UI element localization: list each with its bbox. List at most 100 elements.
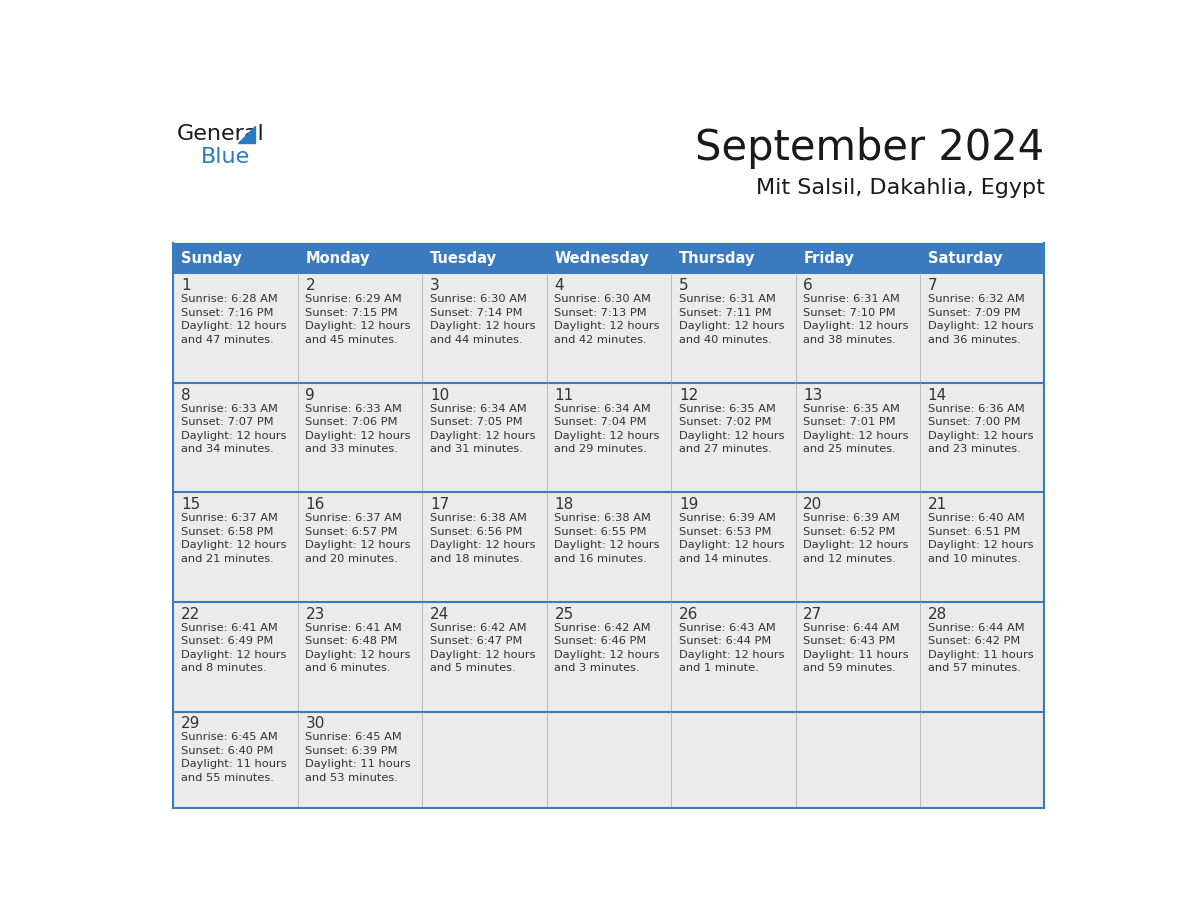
Text: Sunrise: 6:30 AM: Sunrise: 6:30 AM bbox=[430, 294, 526, 304]
Text: Mit Salsil, Dakahlia, Egypt: Mit Salsil, Dakahlia, Egypt bbox=[756, 178, 1044, 198]
Text: Sunset: 7:06 PM: Sunset: 7:06 PM bbox=[305, 417, 398, 427]
Text: Daylight: 12 hours: Daylight: 12 hours bbox=[555, 540, 659, 550]
Text: Daylight: 12 hours: Daylight: 12 hours bbox=[305, 321, 411, 331]
Text: 9: 9 bbox=[305, 387, 315, 403]
Text: 20: 20 bbox=[803, 498, 822, 512]
Text: 27: 27 bbox=[803, 607, 822, 621]
Text: Daylight: 12 hours: Daylight: 12 hours bbox=[430, 321, 536, 331]
Text: Daylight: 12 hours: Daylight: 12 hours bbox=[430, 540, 536, 550]
Text: Sunset: 6:47 PM: Sunset: 6:47 PM bbox=[430, 636, 523, 646]
Bar bbox=[173, 242, 298, 274]
Bar bbox=[796, 383, 920, 492]
Bar bbox=[796, 602, 920, 711]
Text: 10: 10 bbox=[430, 387, 449, 403]
Bar bbox=[796, 242, 920, 274]
Text: Sunset: 6:51 PM: Sunset: 6:51 PM bbox=[928, 527, 1020, 537]
Bar bbox=[298, 602, 422, 711]
Text: and 1 minute.: and 1 minute. bbox=[678, 664, 759, 673]
Bar bbox=[422, 383, 546, 492]
Text: 18: 18 bbox=[555, 498, 574, 512]
Text: Daylight: 12 hours: Daylight: 12 hours bbox=[678, 431, 784, 441]
Text: Sunset: 6:53 PM: Sunset: 6:53 PM bbox=[678, 527, 771, 537]
Bar bbox=[298, 711, 422, 808]
Text: 14: 14 bbox=[928, 387, 947, 403]
Bar bbox=[173, 274, 298, 383]
Text: Sunrise: 6:28 AM: Sunrise: 6:28 AM bbox=[181, 294, 278, 304]
Text: Sunrise: 6:44 AM: Sunrise: 6:44 AM bbox=[803, 622, 899, 633]
Text: Sunrise: 6:39 AM: Sunrise: 6:39 AM bbox=[678, 513, 776, 523]
Text: and 42 minutes.: and 42 minutes. bbox=[555, 335, 647, 344]
Bar bbox=[422, 274, 546, 383]
Text: and 12 minutes.: and 12 minutes. bbox=[803, 554, 896, 564]
Text: Tuesday: Tuesday bbox=[430, 251, 497, 265]
Text: and 8 minutes.: and 8 minutes. bbox=[181, 664, 266, 673]
Bar bbox=[546, 242, 671, 274]
Text: Daylight: 12 hours: Daylight: 12 hours bbox=[430, 431, 536, 441]
Text: Sunset: 6:57 PM: Sunset: 6:57 PM bbox=[305, 527, 398, 537]
Text: Sunrise: 6:43 AM: Sunrise: 6:43 AM bbox=[678, 622, 776, 633]
Text: 24: 24 bbox=[430, 607, 449, 621]
Text: 19: 19 bbox=[678, 498, 699, 512]
Text: and 33 minutes.: and 33 minutes. bbox=[305, 444, 398, 454]
Text: Sunrise: 6:42 AM: Sunrise: 6:42 AM bbox=[430, 622, 526, 633]
Text: Sunrise: 6:36 AM: Sunrise: 6:36 AM bbox=[928, 404, 1024, 414]
Text: 25: 25 bbox=[555, 607, 574, 621]
Text: Friday: Friday bbox=[803, 251, 854, 265]
Text: Daylight: 11 hours: Daylight: 11 hours bbox=[181, 759, 286, 769]
Text: Daylight: 12 hours: Daylight: 12 hours bbox=[305, 431, 411, 441]
Text: 30: 30 bbox=[305, 716, 324, 732]
Text: Daylight: 12 hours: Daylight: 12 hours bbox=[678, 321, 784, 331]
Text: 3: 3 bbox=[430, 278, 440, 293]
Text: 28: 28 bbox=[928, 607, 947, 621]
Bar bbox=[671, 274, 796, 383]
Text: and 31 minutes.: and 31 minutes. bbox=[430, 444, 523, 454]
Text: Sunrise: 6:45 AM: Sunrise: 6:45 AM bbox=[305, 733, 403, 743]
Bar bbox=[796, 711, 920, 808]
Text: Sunrise: 6:41 AM: Sunrise: 6:41 AM bbox=[181, 622, 278, 633]
Text: Sunrise: 6:39 AM: Sunrise: 6:39 AM bbox=[803, 513, 901, 523]
Text: 5: 5 bbox=[678, 278, 689, 293]
Text: Sunset: 7:04 PM: Sunset: 7:04 PM bbox=[555, 417, 647, 427]
Text: Blue: Blue bbox=[201, 147, 249, 167]
Bar bbox=[546, 274, 671, 383]
Text: Sunset: 6:39 PM: Sunset: 6:39 PM bbox=[305, 745, 398, 756]
Text: Daylight: 12 hours: Daylight: 12 hours bbox=[305, 650, 411, 660]
Text: Sunset: 7:16 PM: Sunset: 7:16 PM bbox=[181, 308, 273, 318]
Bar bbox=[796, 492, 920, 602]
Text: Sunset: 6:46 PM: Sunset: 6:46 PM bbox=[555, 636, 646, 646]
Bar bbox=[422, 492, 546, 602]
Bar bbox=[546, 383, 671, 492]
Text: Sunset: 7:10 PM: Sunset: 7:10 PM bbox=[803, 308, 896, 318]
Text: Daylight: 12 hours: Daylight: 12 hours bbox=[928, 321, 1034, 331]
Text: and 55 minutes.: and 55 minutes. bbox=[181, 773, 274, 783]
Text: 6: 6 bbox=[803, 278, 813, 293]
Text: Sunrise: 6:38 AM: Sunrise: 6:38 AM bbox=[430, 513, 526, 523]
Text: Monday: Monday bbox=[305, 251, 369, 265]
Text: 2: 2 bbox=[305, 278, 315, 293]
Text: Daylight: 12 hours: Daylight: 12 hours bbox=[555, 431, 659, 441]
Text: Sunset: 7:01 PM: Sunset: 7:01 PM bbox=[803, 417, 896, 427]
Text: Saturday: Saturday bbox=[928, 251, 1003, 265]
Text: and 16 minutes.: and 16 minutes. bbox=[555, 554, 647, 564]
Text: Sunset: 7:13 PM: Sunset: 7:13 PM bbox=[555, 308, 647, 318]
Text: Wednesday: Wednesday bbox=[555, 251, 649, 265]
Text: Daylight: 12 hours: Daylight: 12 hours bbox=[928, 540, 1034, 550]
Bar bbox=[920, 602, 1044, 711]
Text: 29: 29 bbox=[181, 716, 201, 732]
Text: Sunrise: 6:38 AM: Sunrise: 6:38 AM bbox=[555, 513, 651, 523]
Text: Daylight: 12 hours: Daylight: 12 hours bbox=[678, 650, 784, 660]
Text: Sunset: 6:48 PM: Sunset: 6:48 PM bbox=[305, 636, 398, 646]
Text: Daylight: 12 hours: Daylight: 12 hours bbox=[928, 431, 1034, 441]
Text: 23: 23 bbox=[305, 607, 324, 621]
Text: Sunset: 7:05 PM: Sunset: 7:05 PM bbox=[430, 417, 523, 427]
Text: Sunset: 6:55 PM: Sunset: 6:55 PM bbox=[555, 527, 647, 537]
Bar bbox=[422, 242, 546, 274]
Text: and 34 minutes.: and 34 minutes. bbox=[181, 444, 273, 454]
Bar bbox=[173, 383, 298, 492]
Bar bbox=[920, 274, 1044, 383]
Text: Sunrise: 6:29 AM: Sunrise: 6:29 AM bbox=[305, 294, 403, 304]
Text: Daylight: 12 hours: Daylight: 12 hours bbox=[678, 540, 784, 550]
Text: Sunrise: 6:42 AM: Sunrise: 6:42 AM bbox=[555, 622, 651, 633]
Text: and 45 minutes.: and 45 minutes. bbox=[305, 335, 398, 344]
Text: and 44 minutes.: and 44 minutes. bbox=[430, 335, 523, 344]
